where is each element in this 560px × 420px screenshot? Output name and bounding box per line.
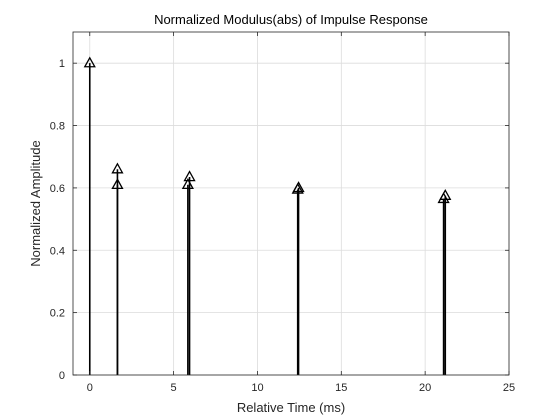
x-tick-label: 20: [419, 382, 431, 394]
stem-marker-triangle: [292, 181, 305, 193]
stem-marker-triangle: [83, 56, 96, 68]
y-tick-label: 1: [59, 58, 65, 70]
stem-marker-triangle: [183, 170, 196, 182]
x-tick-label: 15: [335, 382, 347, 394]
x-axis-ticks: 0 5 10 15 20 25: [87, 32, 515, 394]
y-tick-label: 0.6: [50, 183, 65, 195]
x-tick-label: 0: [87, 382, 93, 394]
stem-series: [83, 56, 452, 375]
y-tick-label: 0.4: [50, 245, 65, 257]
x-axis-label: Relative Time (ms): [237, 400, 345, 415]
plot-area: [73, 32, 509, 375]
stem-marker-triangle: [111, 178, 124, 190]
chart-title: Normalized Modulus(abs) of Impulse Respo…: [154, 12, 428, 27]
y-tick-label: 0.8: [50, 121, 65, 133]
axes-frame: [72, 31, 510, 376]
stem-marker-triangle: [111, 162, 124, 174]
y-tick-label: 0: [59, 370, 65, 382]
stem-marker-triangle: [181, 178, 194, 190]
stem-marker-triangle: [439, 188, 452, 200]
x-tick-label: 10: [251, 382, 263, 394]
x-tick-label: 25: [503, 382, 515, 394]
x-tick-label: 5: [171, 382, 177, 394]
y-axis-ticks: 0 0.2 0.4 0.6 0.8 1: [50, 58, 509, 382]
y-tick-label: 0.2: [50, 308, 65, 320]
y-axis-label: Normalized Amplitude: [28, 140, 43, 266]
